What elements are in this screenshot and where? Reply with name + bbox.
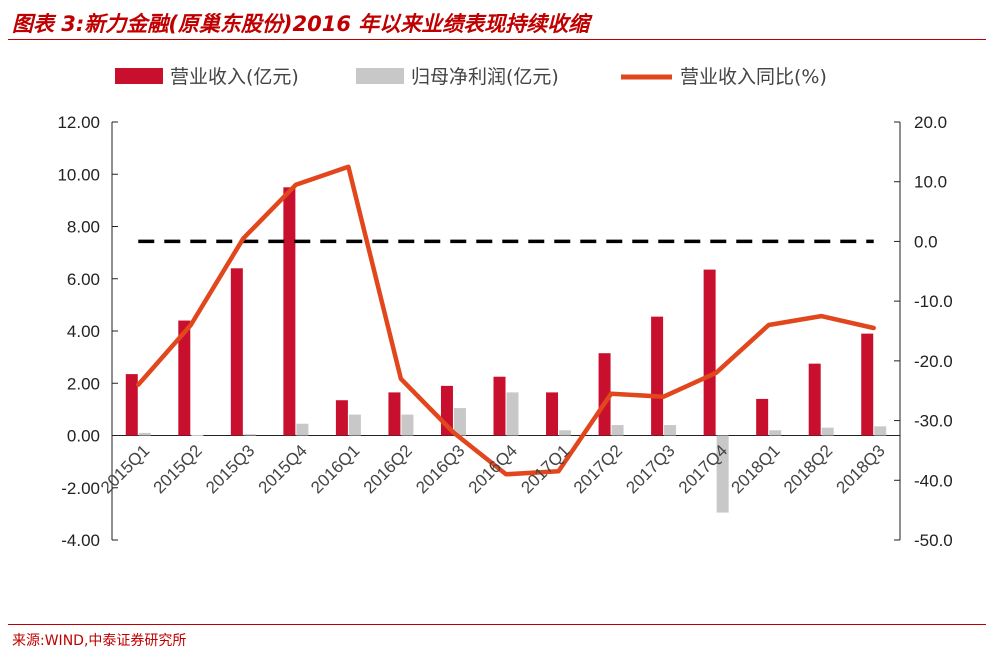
bar-net-profit <box>506 392 519 436</box>
legend-label-yoy: 营业收入同比(%) <box>680 66 827 88</box>
bar-net-profit <box>348 414 361 436</box>
x-axis-category-label: 2016Q2 <box>360 441 416 497</box>
x-axis-category-label: 2018Q2 <box>780 441 836 497</box>
bar-net-profit <box>559 430 572 436</box>
bar-revenue <box>598 353 611 436</box>
figure-title: 图表 3:新力金融(原巢东股份)2016 年以来业绩表现持续收缩 <box>12 12 590 36</box>
left-axis-tick-label: -4.00 <box>61 531 100 550</box>
right-axis-tick-label: 0.0 <box>914 232 938 251</box>
x-axis-category-label: 2017Q3 <box>622 441 678 497</box>
bar-revenue <box>230 268 243 436</box>
left-axis-tick-label: 0.00 <box>67 427 100 446</box>
bar-net-profit <box>874 426 887 436</box>
x-axis-category-label: 2015Q3 <box>202 441 258 497</box>
bar-revenue <box>283 187 296 436</box>
left-axis-tick-label: 6.00 <box>67 270 100 289</box>
bar-net-profit <box>138 432 151 436</box>
chart-legend: 营业收入(亿元) 归母净利润(亿元) 营业收入同比(%) <box>115 66 827 88</box>
bar-net-profit <box>821 427 834 436</box>
bar-net-profit <box>296 423 309 436</box>
right-axis-tick-label: -50.0 <box>914 531 953 550</box>
bar-revenue <box>493 376 506 436</box>
x-axis-category-label: 2015Q4 <box>255 441 311 497</box>
bar-revenue <box>178 320 191 436</box>
title-divider <box>8 39 986 40</box>
bar-revenue <box>651 316 664 436</box>
bar-net-profit <box>769 430 782 436</box>
line-revenue-yoy <box>136 164 876 477</box>
right-axis-tick-label: -30.0 <box>914 412 953 431</box>
left-axis-tick-label: 12.00 <box>57 113 100 132</box>
bar-revenue <box>703 269 716 436</box>
bar-revenue <box>546 392 559 436</box>
x-axis-category-label: 2016Q3 <box>412 441 468 497</box>
x-axis-category-label: 2018Q3 <box>833 441 889 497</box>
bar-net-profit <box>453 408 466 436</box>
bar-revenue <box>388 392 401 436</box>
left-axis-tick-label: 2.00 <box>67 374 100 393</box>
source-note: 来源:WIND,中泰证券研究所 <box>12 633 187 649</box>
x-axis-category-label: 2018Q1 <box>727 441 783 497</box>
combo-chart: 营业收入(亿元) 归母净利润(亿元) 营业收入同比(%) -4.00 -2.00 0… <box>57 66 953 550</box>
right-axis-tick-label: 20.0 <box>914 113 947 132</box>
right-axis-tick-label: -10.0 <box>914 292 953 311</box>
right-axis-tick-label: 10.0 <box>914 173 947 192</box>
bar-revenue <box>335 400 348 436</box>
bar-net-profit <box>611 425 624 436</box>
left-axis-tick-label: 8.00 <box>67 218 100 237</box>
bar-revenue <box>808 363 821 436</box>
right-axis-tick-label: -40.0 <box>914 471 953 490</box>
x-axis-category-label: 2015Q2 <box>150 441 206 497</box>
x-axis-category-label: 2016Q1 <box>307 441 363 497</box>
bar-revenue <box>861 333 874 436</box>
x-axis-category-label: 2017Q2 <box>570 441 626 497</box>
bar-net-profit <box>401 414 414 436</box>
left-axis-tick-label: 10.00 <box>57 165 100 184</box>
left-axis-tick-label: -2.00 <box>61 479 100 498</box>
right-axis-tick-label: -20.0 <box>914 352 953 371</box>
bar-net-profit <box>664 425 677 436</box>
bar-revenue <box>756 398 769 436</box>
x-axis-category-label: 2017Q1 <box>517 441 573 497</box>
source-divider <box>8 624 986 625</box>
legend-swatch-profit <box>356 68 404 84</box>
legend-label-revenue: 营业收入(亿元) <box>170 66 299 88</box>
bar-net-profit <box>243 434 256 436</box>
left-axis-tick-label: 4.00 <box>67 322 100 341</box>
x-axis-category-label: 2015Q1 <box>97 441 153 497</box>
legend-label-profit: 归母净利润(亿元) <box>411 66 559 88</box>
legend-swatch-revenue <box>115 68 163 84</box>
bar-net-profit <box>716 435 729 513</box>
bar-revenue <box>125 374 138 436</box>
bar-net-profit <box>191 434 204 436</box>
